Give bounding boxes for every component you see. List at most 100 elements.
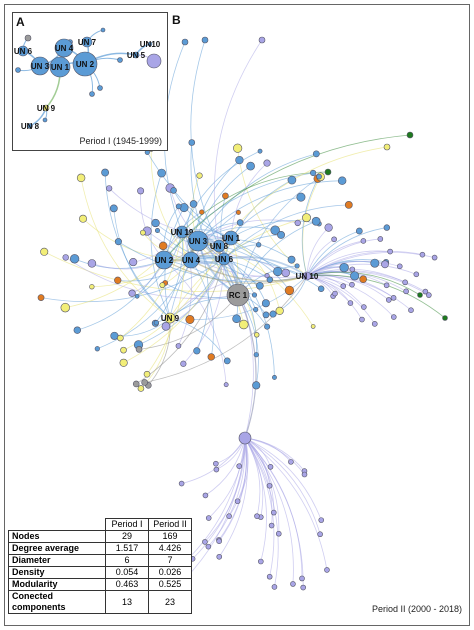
edge [306, 275, 395, 318]
node [232, 314, 241, 324]
node [81, 36, 93, 48]
node [281, 268, 290, 278]
node [17, 45, 29, 57]
edge [204, 437, 246, 543]
node [161, 322, 171, 331]
node [269, 310, 277, 318]
edge [120, 231, 183, 339]
node [257, 148, 263, 154]
node [175, 225, 189, 239]
table-row: Conected components 13 23 [8, 590, 192, 614]
node [175, 203, 182, 210]
edge [169, 298, 233, 319]
panel-a-box [12, 12, 168, 151]
edge [163, 259, 227, 385]
table-cell: 0.463 [105, 578, 149, 591]
node [89, 91, 95, 97]
node [114, 276, 122, 284]
edge [173, 190, 232, 239]
node [60, 302, 70, 313]
node [290, 581, 296, 587]
node [318, 517, 325, 523]
node [371, 321, 378, 327]
table-cell: 0.054 [105, 566, 149, 579]
node [181, 38, 189, 46]
node [263, 159, 271, 167]
table-cell: Period I [105, 518, 149, 531]
node [222, 192, 229, 200]
node [258, 36, 266, 44]
edge [190, 259, 308, 282]
edge [244, 437, 294, 585]
edge [306, 274, 446, 319]
edge [237, 294, 257, 439]
node [254, 332, 260, 338]
node [187, 230, 209, 252]
node-label: UN 8 [210, 242, 229, 251]
node [349, 266, 356, 273]
node [223, 357, 231, 365]
node [132, 51, 140, 59]
edge [306, 238, 381, 277]
table-cell: 1.517 [105, 542, 149, 555]
edge [146, 231, 185, 375]
node [360, 238, 367, 244]
node [284, 285, 295, 296]
node [110, 331, 119, 340]
node [302, 213, 311, 223]
node [288, 459, 294, 465]
node [129, 258, 138, 267]
node-label: UN10 [140, 40, 161, 49]
node [396, 263, 403, 270]
node [49, 56, 71, 78]
node-label: UN 9 [37, 104, 56, 113]
table-cell: Diameter [8, 554, 106, 567]
node [270, 509, 277, 516]
node [202, 539, 208, 545]
edge [306, 250, 423, 277]
node [236, 463, 242, 469]
table-cell: 29 [105, 530, 149, 543]
edge [218, 245, 275, 378]
node [272, 374, 277, 380]
node [235, 209, 241, 215]
edge [197, 180, 343, 242]
node [383, 224, 391, 231]
node [27, 123, 33, 129]
edge [306, 271, 421, 296]
table-cell: 23 [148, 590, 192, 614]
node [196, 172, 203, 179]
node-label: UN 7 [78, 38, 97, 47]
node [154, 250, 174, 270]
panel-label: B [172, 13, 181, 27]
node-label: UN 10 [296, 272, 319, 281]
stats-table: Period I Period II Nodes 29 169 Degree averag… [8, 518, 192, 614]
node [213, 466, 220, 473]
node [235, 155, 244, 165]
edge [244, 437, 328, 571]
node [431, 254, 438, 261]
node [294, 263, 300, 269]
node [403, 288, 409, 295]
node [238, 431, 252, 445]
node [106, 185, 113, 192]
node [344, 201, 353, 209]
node [226, 513, 232, 519]
node [238, 319, 249, 330]
node-label: UN 2 [76, 60, 95, 69]
node [114, 238, 122, 246]
node [72, 51, 98, 77]
node [383, 282, 390, 289]
node [267, 464, 274, 470]
node [117, 57, 123, 63]
node [383, 143, 391, 151]
node [377, 236, 384, 242]
node [24, 34, 32, 42]
edge [237, 148, 308, 277]
node [42, 117, 48, 123]
node [422, 288, 429, 295]
node [97, 85, 103, 91]
node [207, 353, 215, 361]
node [408, 307, 414, 313]
